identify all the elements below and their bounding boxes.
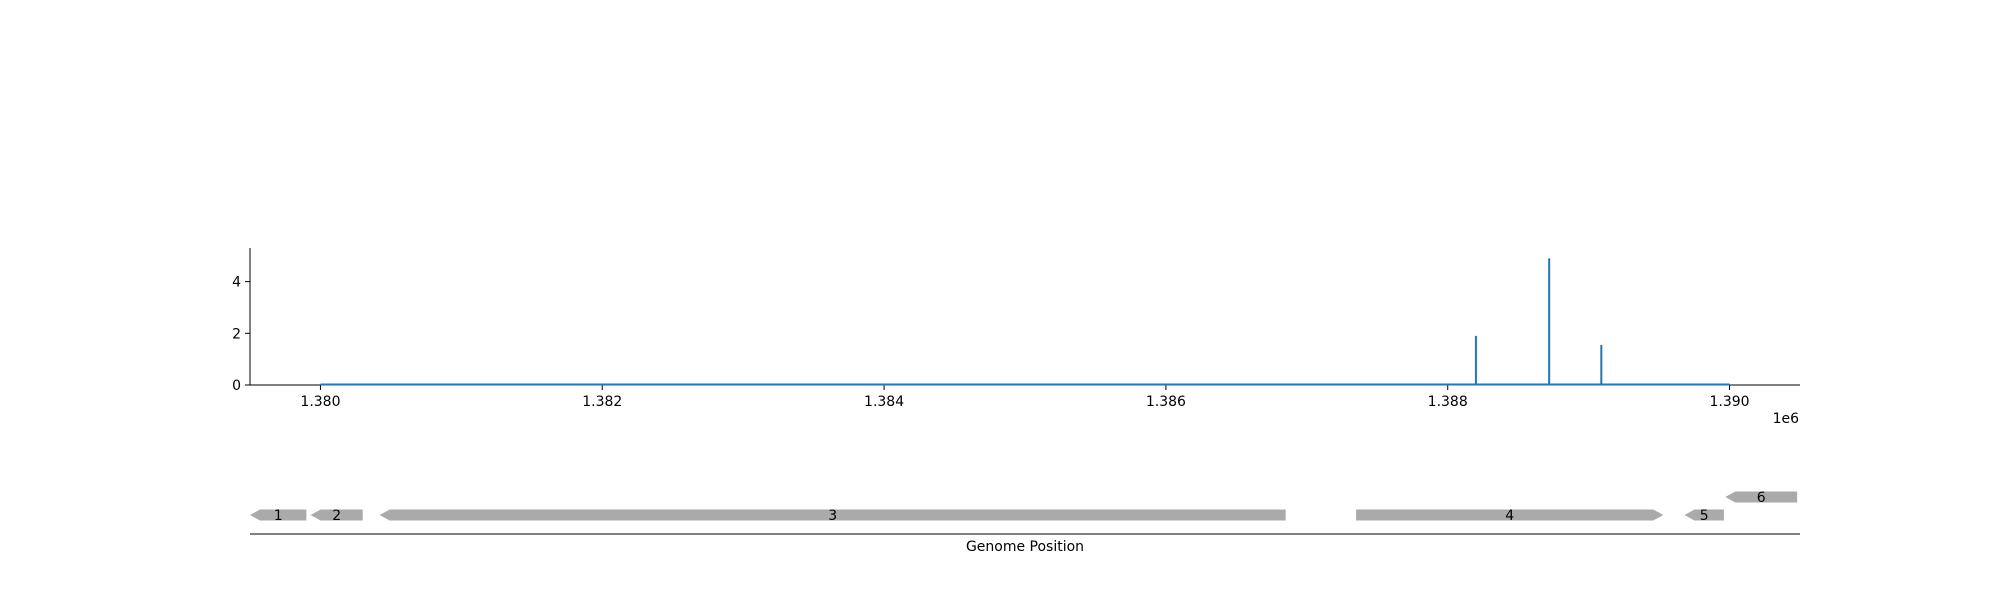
gene-feature-label: 3 (828, 508, 837, 524)
x-offset-label: 1e6 (1773, 411, 1800, 427)
x-tick-label: 1.390 (1709, 394, 1749, 410)
gene-feature-arrow (1356, 509, 1664, 521)
gene-feature-label: 6 (1757, 490, 1766, 506)
gene-feature-arrow (310, 509, 363, 521)
gene-feature-arrow (1725, 491, 1798, 503)
gene-feature-label: 4 (1505, 508, 1514, 524)
track-x-axis-label: Genome Position (966, 539, 1084, 555)
y-tick-label: 2 (232, 326, 241, 342)
gene-features: 1 2 3 4 5 6 (250, 490, 1798, 524)
x-tick-label: 1.384 (864, 394, 904, 410)
gene-feature-label: 5 (1700, 508, 1709, 524)
y-tick-label: 4 (232, 275, 241, 291)
gene-feature-label: 2 (332, 508, 341, 524)
gene-feature-arrow (1684, 509, 1724, 521)
y-ticks: 0 2 4 (232, 275, 250, 394)
x-tick-label: 1.382 (582, 394, 622, 410)
gene-feature-arrow (250, 509, 307, 521)
coverage-plot: 0 2 4 1.380 1.382 1.384 1.386 1.388 1.390 1e6 (232, 248, 1800, 427)
x-tick-label: 1.380 (300, 394, 340, 410)
coverage-series (320, 258, 1730, 386)
x-tick-label: 1.386 (1146, 394, 1186, 410)
gene-feature-label: 1 (274, 508, 283, 524)
x-ticks: 1.380 1.382 1.384 1.386 1.388 1.390 (300, 385, 1750, 410)
gene-feature-arrow (379, 509, 1286, 521)
gene-track: 1 2 3 4 5 6 Genome Position (250, 490, 1800, 555)
y-tick-label: 0 (232, 378, 241, 394)
x-tick-label: 1.388 (1428, 394, 1468, 410)
